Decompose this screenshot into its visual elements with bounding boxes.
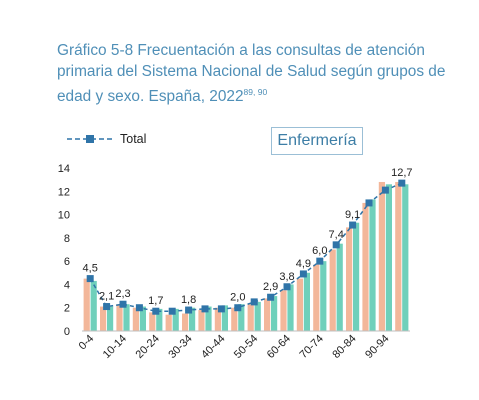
- total-point: [103, 303, 111, 311]
- total-point: [349, 221, 357, 229]
- y-tick-label: 10: [58, 210, 70, 222]
- total-point: [185, 306, 193, 314]
- bar-series-1: [346, 227, 353, 331]
- bar-series-2: [271, 296, 278, 331]
- title-reference-superscript: 89, 90: [243, 87, 268, 97]
- total-point: [168, 307, 176, 315]
- data-label: 6,0: [312, 245, 327, 257]
- x-tick-label: 60-64: [265, 333, 293, 361]
- bar-series-1: [313, 264, 320, 331]
- bar-series-2: [385, 184, 392, 331]
- total-point: [283, 283, 291, 291]
- bar-series-1: [362, 202, 369, 331]
- bar-series-2: [254, 301, 261, 331]
- x-tick-label: 70-74: [298, 333, 326, 361]
- bar-series-1: [264, 298, 271, 331]
- total-point: [267, 293, 275, 301]
- y-tick-label: 12: [58, 186, 70, 198]
- bar-series-1: [116, 304, 123, 331]
- bar-series-1: [280, 290, 287, 331]
- y-tick-label: 4: [64, 279, 70, 291]
- bar-series-1: [214, 307, 221, 331]
- bar-series-1: [296, 278, 303, 331]
- bar-series-1: [132, 307, 139, 331]
- total-point: [398, 179, 406, 187]
- data-label: 1,7: [148, 295, 163, 307]
- x-tick-label: 20-24: [134, 333, 162, 361]
- total-point: [86, 275, 94, 283]
- total-point: [152, 307, 160, 315]
- bar-series-2: [303, 272, 310, 331]
- bar-series-2: [123, 304, 130, 331]
- legend-total-line-icon: [67, 135, 113, 143]
- bar-series-1: [165, 314, 172, 331]
- data-label: 4,9: [296, 258, 311, 270]
- chart-title-text: Gráfico 5-8 Frecuentación a las consulta…: [57, 42, 446, 105]
- data-label: 9,1: [345, 209, 360, 221]
- bar-series-2: [287, 284, 294, 331]
- y-tick-label: 14: [58, 163, 70, 175]
- bar-series-1: [182, 313, 189, 331]
- total-point: [201, 305, 209, 313]
- bar-series-1: [329, 249, 336, 331]
- bar-series-1: [247, 304, 254, 331]
- y-tick-label: 6: [64, 256, 70, 268]
- x-tick-label: 40-44: [199, 333, 227, 361]
- data-label: 2,9: [263, 281, 278, 293]
- y-tick-label: 0: [64, 326, 70, 338]
- x-tick-label: 10-14: [101, 333, 129, 361]
- chart-legend: Total: [66, 131, 146, 147]
- bar-series-1: [149, 312, 156, 331]
- x-tick-label: 0-4: [77, 333, 97, 353]
- bar-series-2: [238, 304, 245, 331]
- bar-series-1: [100, 306, 107, 331]
- data-label: 4,5: [83, 263, 98, 275]
- data-label: 7,4: [329, 229, 344, 241]
- data-label: 3,8: [279, 271, 294, 283]
- y-tick-label: 2: [64, 303, 70, 315]
- bar-series-1: [231, 307, 238, 331]
- bar-series-2: [205, 306, 212, 331]
- bar-series-2: [320, 261, 327, 331]
- x-tick-label: 90-94: [363, 333, 391, 361]
- total-point: [217, 305, 225, 313]
- y-tick-label: 8: [64, 233, 70, 245]
- chart-panel-label: Enfermería: [271, 127, 363, 155]
- x-tick-label: 50-54: [232, 333, 260, 361]
- bar-series-2: [402, 184, 409, 331]
- bar-series-2: [107, 306, 114, 331]
- total-point: [135, 304, 143, 312]
- data-label: 1,8: [181, 294, 196, 306]
- x-tick-label: 80-84: [330, 333, 358, 361]
- bar-series-2: [139, 306, 146, 331]
- bar-series-2: [369, 199, 376, 331]
- data-label: 2,3: [115, 288, 130, 300]
- total-point: [119, 300, 127, 308]
- total-point: [332, 241, 340, 249]
- chart-title: Gráfico 5-8 Frecuentación a las consulta…: [57, 40, 472, 107]
- x-tick-label: 30-34: [166, 333, 194, 361]
- bar-series-2: [172, 308, 179, 331]
- total-point: [250, 298, 258, 306]
- data-label: 2,0: [230, 292, 245, 304]
- bar-series-2: [221, 305, 228, 331]
- bar-series-2: [156, 308, 163, 331]
- data-label: 12,7: [391, 167, 412, 179]
- bar-series-1: [83, 278, 90, 331]
- legend-total-label: Total: [120, 132, 147, 146]
- total-point: [381, 186, 389, 194]
- bar-series-1: [198, 310, 205, 331]
- bar-series-2: [189, 307, 196, 331]
- data-label: 2,1: [99, 291, 114, 303]
- total-point: [299, 270, 307, 278]
- bar-series-2: [336, 243, 343, 331]
- total-point: [365, 199, 373, 207]
- total-point: [316, 257, 324, 265]
- bar-series-2: [353, 222, 360, 331]
- bar-series-2: [90, 280, 97, 331]
- total-point: [234, 304, 242, 312]
- bar-series-1: [395, 181, 402, 331]
- bar-series-1: [378, 181, 385, 331]
